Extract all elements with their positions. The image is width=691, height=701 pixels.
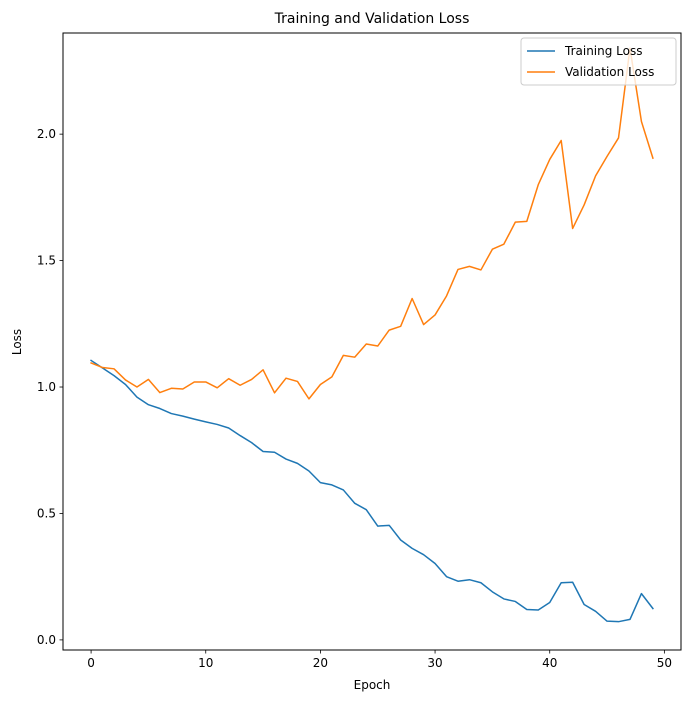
legend-box (520, 37, 677, 86)
y-tick-label: 1.5 (37, 254, 56, 268)
y-axis-label: Loss (10, 329, 24, 355)
y-tick-label: 2.0 (37, 127, 56, 141)
y-axis: 0.0 0.5 1.0 1.5 2.0 (37, 127, 63, 647)
y-tick-label: 0.0 (37, 633, 56, 647)
x-axis: 0 10 20 30 40 50 (87, 650, 672, 670)
x-tick-label: 50 (657, 656, 672, 670)
x-tick-label: 20 (313, 656, 328, 670)
x-tick-label: 40 (542, 656, 557, 670)
plot-frame (62, 32, 682, 651)
legend: Training Loss Validation Loss (520, 37, 677, 86)
x-tick-label: 30 (427, 656, 442, 670)
y-tick-label: 1.0 (37, 380, 56, 394)
series-line-1 (90, 47, 654, 400)
legend-label-0: Training Loss (564, 44, 642, 58)
x-axis-label: Epoch (354, 678, 391, 692)
series-line-0 (90, 359, 654, 623)
y-tick-label: 0.5 (37, 506, 56, 520)
x-tick-label: 10 (198, 656, 213, 670)
plot-area (90, 47, 654, 623)
x-tick-label: 0 (87, 656, 95, 670)
legend-label-1: Validation Loss (565, 65, 654, 79)
chart-title: Training and Validation Loss (274, 11, 470, 27)
